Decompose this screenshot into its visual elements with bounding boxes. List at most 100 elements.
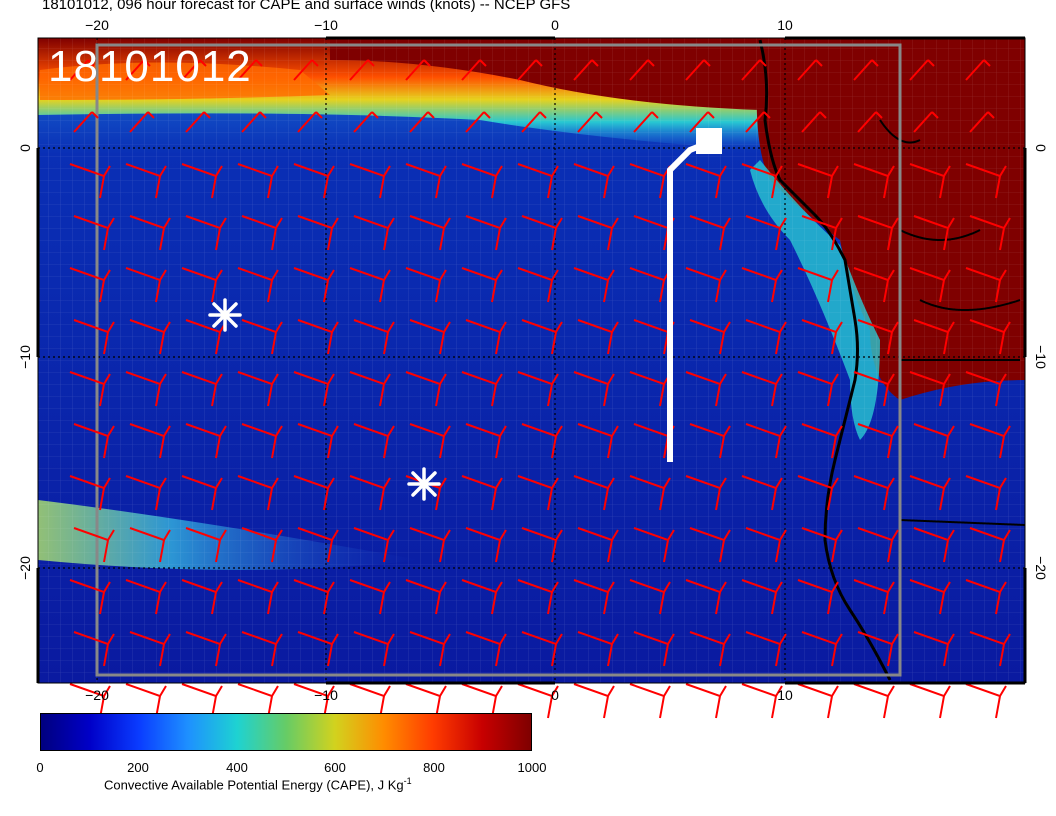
wind-barb [521,631,563,667]
wind-barb [685,59,711,81]
wind-barb [801,527,843,563]
x-tick-bottom-3: 0 [551,687,559,703]
wind-barb [353,423,395,459]
wind-barb [521,111,547,133]
wind-barb [129,423,171,459]
wind-barb [129,631,171,667]
wind-barb [685,371,727,407]
wind-barb [629,475,671,511]
wind-barb [969,527,1011,563]
wind-barb [913,423,955,459]
forecast-track [667,128,722,462]
wind-barb [909,163,951,199]
wind-barb [801,423,843,459]
wind-barb [797,59,823,81]
colorbar-tick-800: 800 [423,760,445,775]
wind-barb [465,527,507,563]
wind-barb [909,475,951,511]
wind-barb [797,371,839,407]
wind-barb [745,423,787,459]
wind-barb [349,163,391,199]
wind-barb [857,631,899,667]
wind-barb [797,163,839,199]
wind-barb [853,475,895,511]
wind-barb [521,423,563,459]
wind-barb [405,579,447,615]
wind-barb [297,631,339,667]
wind-barb [741,371,783,407]
wind-barb [409,423,451,459]
wind-barb [517,475,559,511]
wind-barb [745,111,771,133]
y-tick-left-2: −10 [17,345,33,369]
wind-barb [125,267,167,303]
wind-barb [689,527,731,563]
wind-barb [241,319,283,355]
wind-barb [297,527,339,563]
wind-barb [353,319,395,355]
wind-barb [185,527,227,563]
wind-barb [237,163,279,199]
wind-barb [125,579,167,615]
wind-barb [349,683,391,719]
wind-barb [573,475,615,511]
wind-barb [857,111,883,133]
x-tick-bottom-2: −10 [314,687,338,703]
wind-barb [125,683,167,719]
wind-barb [573,683,615,719]
colorbar-label: Convective Available Potential Energy (C… [104,776,412,792]
wind-barb [73,319,115,355]
wind-barb [293,371,335,407]
wind-barb [685,267,727,303]
colorbar-label-unit-exponent: -1 [403,776,412,786]
wind-barb [573,267,615,303]
wind-barb [853,267,895,303]
wind-barb [409,319,451,355]
wind-barb [517,371,559,407]
wind-barb [181,267,223,303]
wind-barb [185,215,227,251]
wind-barb [913,527,955,563]
wind-barb [293,59,319,81]
wind-barb [965,683,1007,719]
wind-barb [573,579,615,615]
wind-barb [853,579,895,615]
wind-barb [913,319,955,355]
wind-barb [237,579,279,615]
wind-barb [633,631,675,667]
wind-barb [181,59,207,81]
wind-barb [969,215,1011,251]
wind-barb [241,423,283,459]
wind-barb [801,631,843,667]
wind-barb [405,59,431,81]
wind-barbs [69,59,1011,719]
wind-barb [181,163,223,199]
wind-barb [353,631,395,667]
wind-barb [125,59,151,81]
map-title: 18101012, 096 hour forecast for CAPE and… [42,0,571,13]
track-endpoint-square [696,128,722,154]
wind-barb [353,111,379,133]
wind-barb [741,475,783,511]
wind-barb [801,111,827,133]
wind-barb [577,215,619,251]
wind-barb [405,371,447,407]
wind-barb [629,683,671,719]
y-tick-right-1: 0 [1033,144,1049,152]
wind-barb [913,111,939,133]
wind-barb [797,475,839,511]
wind-barb [745,631,787,667]
wind-barb [965,163,1007,199]
wind-barb [797,683,839,719]
wind-barb [689,631,731,667]
wind-barb [517,579,559,615]
wind-barb [69,475,111,511]
wind-barb [241,631,283,667]
wind-barb [685,163,727,199]
wind-barb [465,319,507,355]
wind-barb [965,579,1007,615]
wind-barb [741,683,783,719]
wind-barb [629,59,655,81]
wind-barb [241,527,283,563]
wind-barb [69,683,111,719]
